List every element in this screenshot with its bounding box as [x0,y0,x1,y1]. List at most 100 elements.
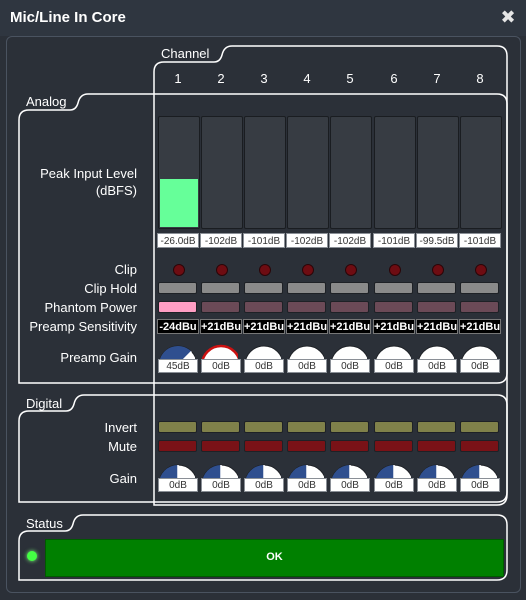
preamp-sensitivity-value-8[interactable]: +21dBu [459,319,501,334]
phantom-power-button-7[interactable] [417,301,456,313]
phantom-power-button-5[interactable] [330,301,369,313]
clip-hold-button-4[interactable] [287,282,326,294]
invert-label: Invert [104,420,137,435]
clip-led-icon-1 [173,264,185,276]
peak-meter-6 [374,116,416,229]
invert-button-4[interactable] [287,421,326,433]
clip-led-icon-8 [475,264,487,276]
invert-button-6[interactable] [374,421,413,433]
preamp-gain-value-3[interactable]: 0dB [244,359,284,373]
preamp-sensitivity-label: Preamp Sensitivity [29,319,137,334]
preamp-gain-value-5[interactable]: 0dB [330,359,370,373]
peak-level-value-2: -102dB [200,233,242,248]
channel-number-1: 1 [174,71,182,86]
phantom-power-button-3[interactable] [244,301,283,313]
mute-button-8[interactable] [460,440,499,452]
clip-hold-button-2[interactable] [201,282,240,294]
channel-number-6: 6 [390,71,398,86]
peak-meter-7 [417,116,459,229]
phantom-power-button-1[interactable] [158,301,197,313]
preamp-sensitivity-value-6[interactable]: +21dBu [373,319,415,334]
phantom-power-button-4[interactable] [287,301,326,313]
digital-gain-value-3[interactable]: 0dB [244,478,284,492]
preamp-gain-value-7[interactable]: 0dB [417,359,457,373]
digital-group-outline [18,394,508,503]
peak-meter-2 [201,116,243,229]
mute-button-6[interactable] [374,440,413,452]
preamp-sensitivity-value-4[interactable]: +21dBu [286,319,328,334]
digital-gain-value-1[interactable]: 0dB [158,478,198,492]
peak-level-value-3: -101dB [243,233,285,248]
phantom-power-button-8[interactable] [460,301,499,313]
preamp-gain-value-2[interactable]: 0dB [201,359,241,373]
clip-label: Clip [114,262,137,277]
status-led-icon [27,551,37,561]
peak-level-value-7: -99.5dB [416,233,458,248]
clip-hold-button-1[interactable] [158,282,197,294]
mute-button-3[interactable] [244,440,283,452]
close-icon[interactable]: ✖ [500,7,516,27]
preamp-sensitivity-value-7[interactable]: +21dBu [416,319,458,334]
invert-button-8[interactable] [460,421,499,433]
gain-label: Gain [109,471,137,486]
clip-hold-button-3[interactable] [244,282,283,294]
channel-number-3: 3 [260,71,268,86]
clip-hold-button-7[interactable] [417,282,456,294]
preamp-sensitivity-value-2[interactable]: +21dBu [200,319,242,334]
preamp-sensitivity-value-5[interactable]: +21dBu [329,319,371,334]
peak-meter-3 [244,116,286,229]
clip-hold-label: Clip Hold [84,281,137,296]
clip-hold-button-8[interactable] [460,282,499,294]
digital-gain-value-8[interactable]: 0dB [460,478,500,492]
clip-led-icon-2 [216,264,228,276]
analog-group-label: Analog [26,94,67,109]
mute-button-5[interactable] [330,440,369,452]
clip-led-icon-7 [432,264,444,276]
phantom-power-button-6[interactable] [374,301,413,313]
channel-number-5: 5 [346,71,354,86]
invert-button-2[interactable] [201,421,240,433]
clip-led-icon-6 [389,264,401,276]
channel-number-4: 4 [303,71,311,86]
invert-button-1[interactable] [158,421,197,433]
clip-hold-button-6[interactable] [374,282,413,294]
channel-number-2: 2 [217,71,225,86]
digital-gain-value-6[interactable]: 0dB [374,478,414,492]
peak-level-value-8: -101dB [459,233,501,248]
preamp-sensitivity-value-1[interactable]: -24dBu [157,319,199,334]
preamp-gain-value-4[interactable]: 0dB [287,359,327,373]
preamp-sensitivity-value-3[interactable]: +21dBu [243,319,285,334]
invert-button-7[interactable] [417,421,456,433]
invert-button-3[interactable] [244,421,283,433]
status-text: OK [266,551,283,563]
peak-level-value-4: -102dB [286,233,328,248]
preamp-gain-value-8[interactable]: 0dB [460,359,500,373]
preamp-gain-label: Preamp Gain [60,350,137,365]
channel-group-label: Channel [161,46,210,61]
mute-button-7[interactable] [417,440,456,452]
channel-number-8: 8 [476,71,484,86]
status-group-outline [18,514,508,581]
mute-button-1[interactable] [158,440,197,452]
preamp-gain-value-6[interactable]: 0dB [374,359,414,373]
peak-meter-8 [460,116,502,229]
title-bar: Mic/Line In Core ✖ [0,0,526,36]
clip-hold-button-5[interactable] [330,282,369,294]
phantom-power-button-2[interactable] [201,301,240,313]
preamp-gain-value-1[interactable]: 45dB [158,359,198,373]
digital-gain-value-2[interactable]: 0dB [201,478,241,492]
mute-button-2[interactable] [201,440,240,452]
peak-level-value-1: -26.0dB [157,233,199,248]
digital-gain-value-4[interactable]: 0dB [287,478,327,492]
mute-button-4[interactable] [287,440,326,452]
digital-gain-value-7[interactable]: 0dB [417,478,457,492]
phantom-power-label: Phantom Power [44,300,138,315]
invert-button-5[interactable] [330,421,369,433]
peak-meter-1 [158,116,200,229]
clip-led-icon-3 [259,264,271,276]
channel-group-outline [153,45,508,506]
status-bar: OK [45,539,504,577]
digital-gain-value-5[interactable]: 0dB [330,478,370,492]
